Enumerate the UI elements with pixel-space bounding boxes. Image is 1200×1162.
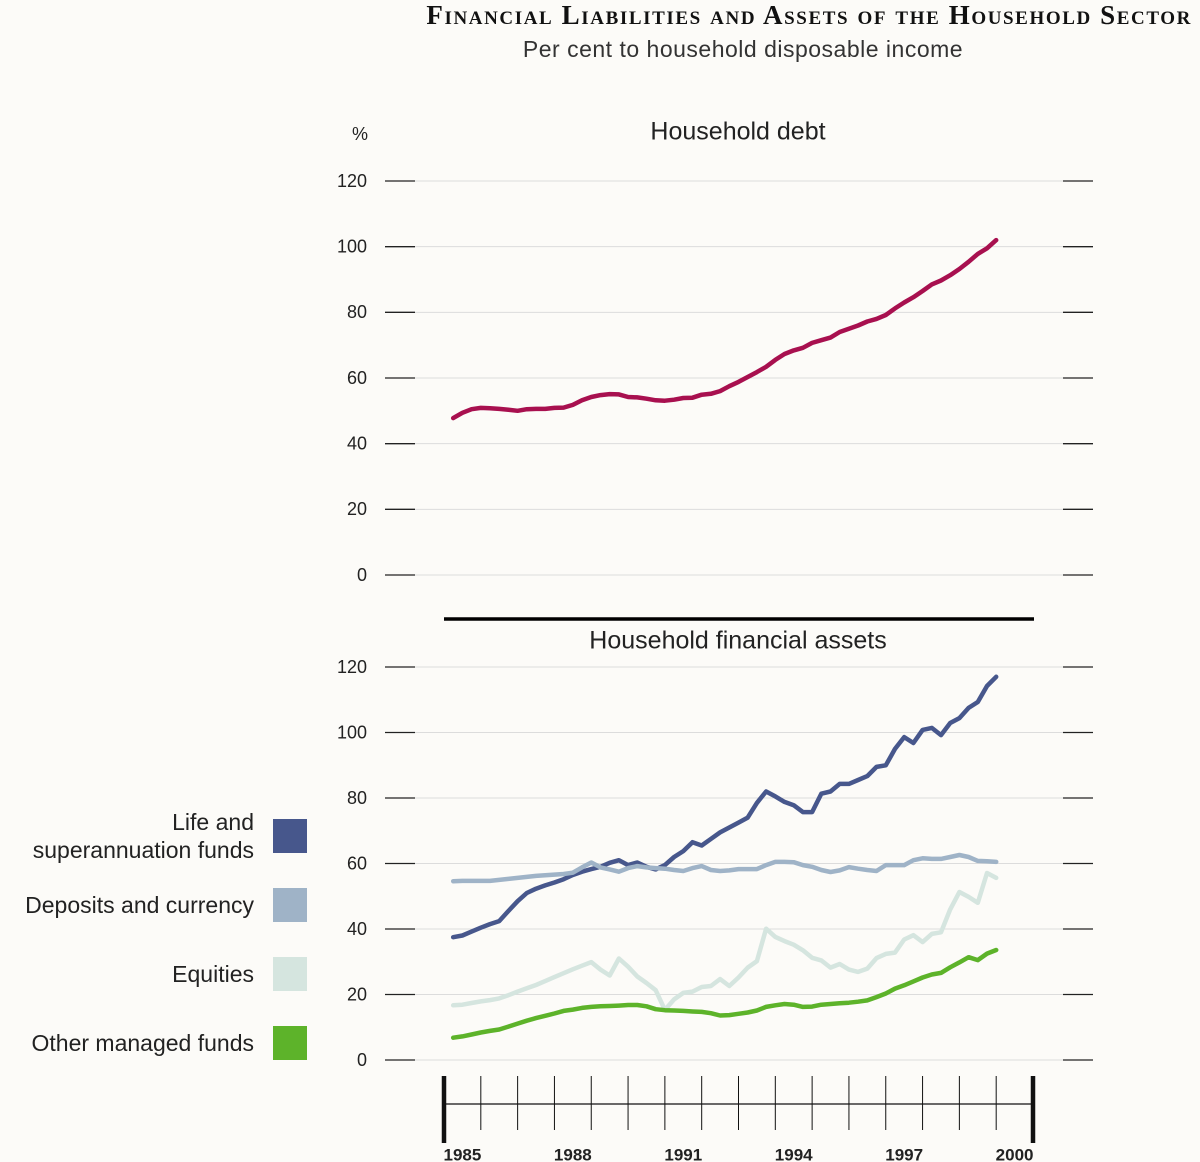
legend-label-box: Deposits and currency (0, 865, 254, 945)
y-tick-label: 20 (347, 499, 367, 519)
y-tick-label: 60 (347, 368, 367, 388)
legend-label: Other managed funds (31, 1030, 254, 1056)
data-line (450, 947, 999, 1040)
y-tick-label: 0 (357, 1050, 367, 1070)
x-tick-label: 1985 (443, 1145, 481, 1162)
legend-swatch (273, 957, 307, 991)
data-line (450, 237, 999, 421)
y-tick-label: 60 (347, 853, 367, 873)
x-tick-label: 1991 (664, 1145, 702, 1162)
panel-title: Household debt (650, 118, 825, 146)
legend-label-box: Other managed funds (0, 1003, 254, 1083)
y-tick-label: 20 (347, 984, 367, 1004)
legend-label-box: Equities (0, 934, 254, 1014)
legend-swatch (273, 888, 307, 922)
legend-swatch (273, 1026, 307, 1060)
page-subtitle: Per cent to household disposable income (523, 36, 963, 62)
y-tick-label: 100 (337, 722, 367, 742)
y-tick-label: 80 (347, 302, 367, 322)
y-tick-label: 120 (337, 171, 367, 191)
x-tick-label: 1994 (775, 1145, 813, 1162)
legend-label-box: Life and superannuation funds (0, 796, 254, 876)
x-tick-label: 1997 (885, 1145, 923, 1162)
data-line (450, 852, 999, 884)
legend-label: Equities (172, 961, 254, 987)
legend-swatch (273, 819, 307, 853)
page-title: Financial Liabilities and Assets of the … (426, 0, 1192, 30)
x-tick-label: 2000 (996, 1145, 1034, 1162)
y-tick-label: 40 (347, 919, 367, 939)
x-tick-label: 1988 (554, 1145, 592, 1162)
y-tick-label: 120 (337, 657, 367, 677)
data-line (450, 674, 999, 940)
y-tick-label: 80 (347, 788, 367, 808)
y-axis-label: % (352, 124, 368, 144)
legend-label: Deposits and currency (25, 892, 254, 918)
panel-title: Household financial assets (589, 627, 886, 655)
y-tick-label: 40 (347, 433, 367, 453)
y-tick-label: 100 (337, 236, 367, 256)
data-line (450, 870, 999, 1013)
y-tick-label: 0 (357, 565, 367, 585)
legend-label: Life and superannuation funds (32, 809, 254, 863)
